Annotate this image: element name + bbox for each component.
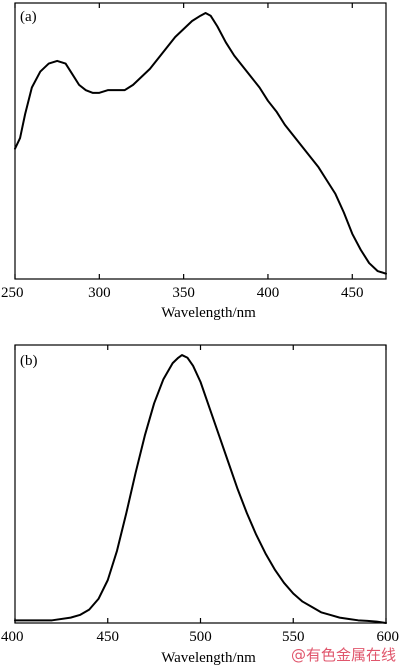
spectrum-line [14, 12, 387, 275]
x-tick-label: 600 [377, 629, 400, 645]
x-tick-label: 300 [88, 285, 111, 301]
plot-frame [14, 344, 387, 624]
x-tick-label: 350 [172, 285, 195, 301]
x-tick-label: 450 [97, 629, 120, 645]
x-tick-label: 400 [1, 629, 24, 645]
x-tick-label: 550 [282, 629, 305, 645]
x-tick-label: 500 [189, 629, 212, 645]
panel-b: 400 450 500 550 600 Wavelength/nm (b) [1, 344, 400, 666]
x-axis-label: Wavelength/nm [161, 650, 256, 666]
panel-a: 250 300 350 400 450 Wavelength/nm (a) [1, 2, 387, 321]
watermark-text: @有色金属在线 [291, 646, 396, 664]
x-tick-label: 250 [1, 285, 24, 301]
x-tick-label: 400 [257, 285, 280, 301]
x-axis-label: Wavelength/nm [161, 305, 256, 321]
x-tick-label: 450 [341, 285, 364, 301]
panel-label: (a) [20, 9, 37, 25]
spectrum-line [14, 354, 387, 624]
plot-frame [14, 2, 387, 280]
panel-label: (b) [20, 353, 38, 369]
